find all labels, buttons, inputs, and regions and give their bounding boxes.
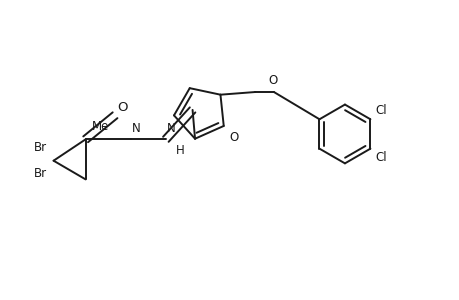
Text: Me: Me <box>92 120 109 133</box>
Text: H: H <box>175 144 184 157</box>
Text: N: N <box>132 122 140 135</box>
Text: N: N <box>167 122 175 135</box>
Text: O: O <box>268 74 277 87</box>
Text: Br: Br <box>34 167 47 180</box>
Text: O: O <box>229 131 238 144</box>
Text: Cl: Cl <box>375 151 386 164</box>
Text: O: O <box>118 100 128 114</box>
Text: Cl: Cl <box>375 103 386 117</box>
Text: Br: Br <box>34 141 47 154</box>
